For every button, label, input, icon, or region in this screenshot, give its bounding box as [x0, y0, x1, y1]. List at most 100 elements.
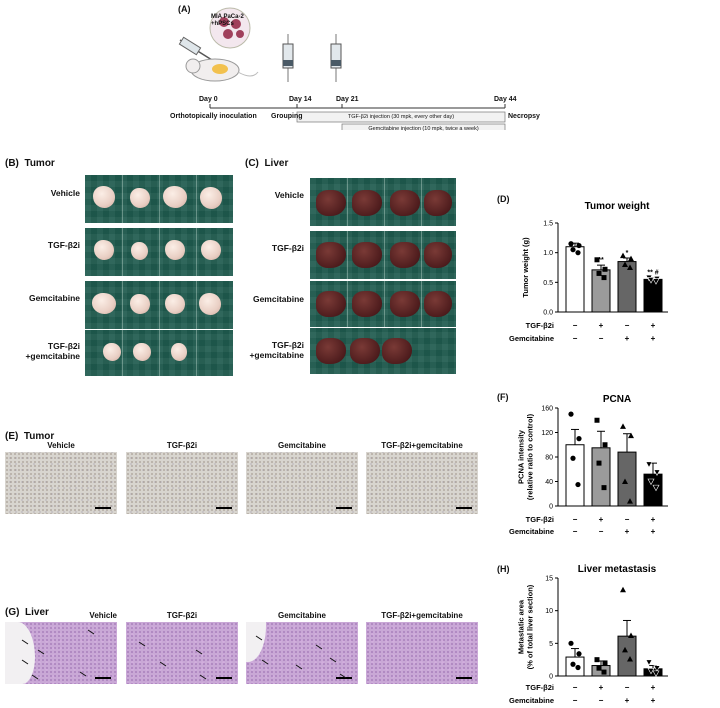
data-point [652, 484, 660, 492]
panel-f-label: (F) [497, 392, 509, 402]
bar [617, 261, 637, 313]
data-point [596, 460, 602, 466]
syringe-icon-day21 [330, 34, 342, 82]
row-label-combo-c: TGF-β2i +gemcitabine [249, 340, 304, 360]
bar [565, 656, 585, 677]
row-label-vehicle-b: Vehicle [50, 188, 80, 198]
gem-sign: + [625, 527, 630, 536]
panel-c-heading: (C) Liver [245, 158, 288, 169]
data-point [575, 250, 581, 256]
grouping-label: Grouping [271, 113, 303, 120]
tgf-sign: + [651, 321, 656, 330]
panel-e-heading: (E) Tumor [5, 431, 54, 442]
significance-label: * [626, 250, 629, 257]
data-point [653, 665, 661, 672]
tgf-sign: + [599, 321, 604, 330]
data-point [652, 278, 660, 285]
bar [591, 447, 611, 507]
gem-injection-label: Gemcitabine injection (10 mpk, twice a w… [368, 126, 479, 132]
he-label-tgf: TGF-β2i [166, 611, 198, 620]
syringe-icon-day14 [282, 34, 294, 82]
day21-label: Day 21 [336, 96, 359, 103]
tgf-sign: + [651, 683, 656, 692]
data-point [568, 241, 574, 247]
data-point [570, 455, 576, 461]
tgf-row-label: TGF-β2i [526, 515, 554, 524]
y-tick-label: 80 [545, 455, 553, 462]
tgf-row-label: TGF-β2i [526, 683, 554, 692]
liver-photo-tgf [310, 231, 456, 279]
y-tick-label: 160 [541, 406, 553, 413]
bar [565, 246, 585, 313]
gem-sign: + [651, 334, 656, 343]
data-point [628, 255, 634, 262]
liver-photo-gem [310, 281, 456, 327]
data-point [620, 252, 626, 259]
data-point [622, 261, 628, 268]
data-point [647, 277, 655, 284]
data-point [652, 670, 660, 678]
row-label-tgf-c: TGF-β2i [271, 243, 304, 253]
data-point [576, 436, 582, 442]
panel-g-label: (G) [5, 607, 20, 618]
gem-sign: − [599, 696, 604, 705]
significance-label: ** # [647, 270, 658, 277]
cell-line-label: MIA PaCa-2 +hPSCs [211, 14, 244, 27]
data-point [596, 665, 602, 671]
tumor-weight-chart: Tumor weight Tumor weight (g) 0.0 0.5 1.0 1.5… [509, 201, 668, 343]
row-label-gem-b: Gemcitabine [28, 293, 80, 303]
panel-c-label: (C) [245, 158, 259, 169]
y-tick-label: 1.0 [543, 250, 553, 257]
data-point [601, 485, 607, 491]
bar [591, 665, 611, 677]
data-point [647, 478, 655, 486]
row-label-gem-c: Gemcitabine [252, 294, 304, 304]
data-point [568, 640, 574, 646]
data-point [647, 667, 655, 675]
tumor-photo-vehicle [85, 175, 233, 223]
tumor-photo-tgf [85, 228, 233, 276]
tgf-sign: − [573, 321, 578, 330]
liver-photo-vehicle [310, 178, 456, 226]
bar [617, 451, 637, 507]
gem-injection-box [341, 123, 506, 130]
tgf-sign: − [573, 515, 578, 524]
y-tick-label: 5 [549, 641, 553, 648]
tgf-sign: − [625, 683, 630, 692]
timeline-diagram [178, 7, 506, 130]
data-point [594, 257, 600, 263]
data-point [596, 270, 602, 276]
ihc-label-gem: Gemcitabine [277, 441, 326, 450]
row-label-vehicle-c: Vehicle [274, 190, 304, 200]
he-image-vehicle [5, 622, 117, 684]
chart-title: Liver metastasis [578, 564, 657, 575]
y-tick-label: 15 [545, 576, 553, 583]
panel-b-heading: (B) Tumor [5, 158, 55, 169]
data-point [628, 432, 634, 439]
data-point [570, 247, 576, 253]
data-point [645, 461, 653, 468]
chart-title: PCNA [603, 394, 631, 405]
gem-row-label: Gemcitabine [509, 527, 554, 536]
data-point [620, 586, 626, 593]
he-image-gem [246, 622, 358, 684]
ihc-image-vehicle [5, 452, 117, 514]
y-tick-label: 0 [549, 504, 553, 511]
y-tick-label: 0.5 [543, 280, 553, 287]
gem-row-label: Gemcitabine [509, 696, 554, 705]
ihc-image-gem [246, 452, 358, 514]
y-tick-label: 120 [541, 430, 553, 437]
day44-label: Day 44 [494, 96, 517, 103]
data-point [602, 266, 608, 272]
he-image-combo [366, 622, 478, 684]
tgf-sign: − [625, 515, 630, 524]
panel-a-label: (A) [178, 4, 191, 14]
ortho-label: Orthotopically inoculation [170, 113, 257, 120]
data-point [601, 275, 607, 281]
data-point [645, 659, 653, 666]
y-tick-label: 40 [545, 479, 553, 486]
he-label-combo: TGF-β2i+gemcitabine [381, 611, 463, 620]
ihc-label-combo: TGF-β2i+gemcitabine [381, 441, 463, 450]
necropsy-label: Necropsy [508, 113, 540, 120]
data-point [620, 423, 626, 429]
